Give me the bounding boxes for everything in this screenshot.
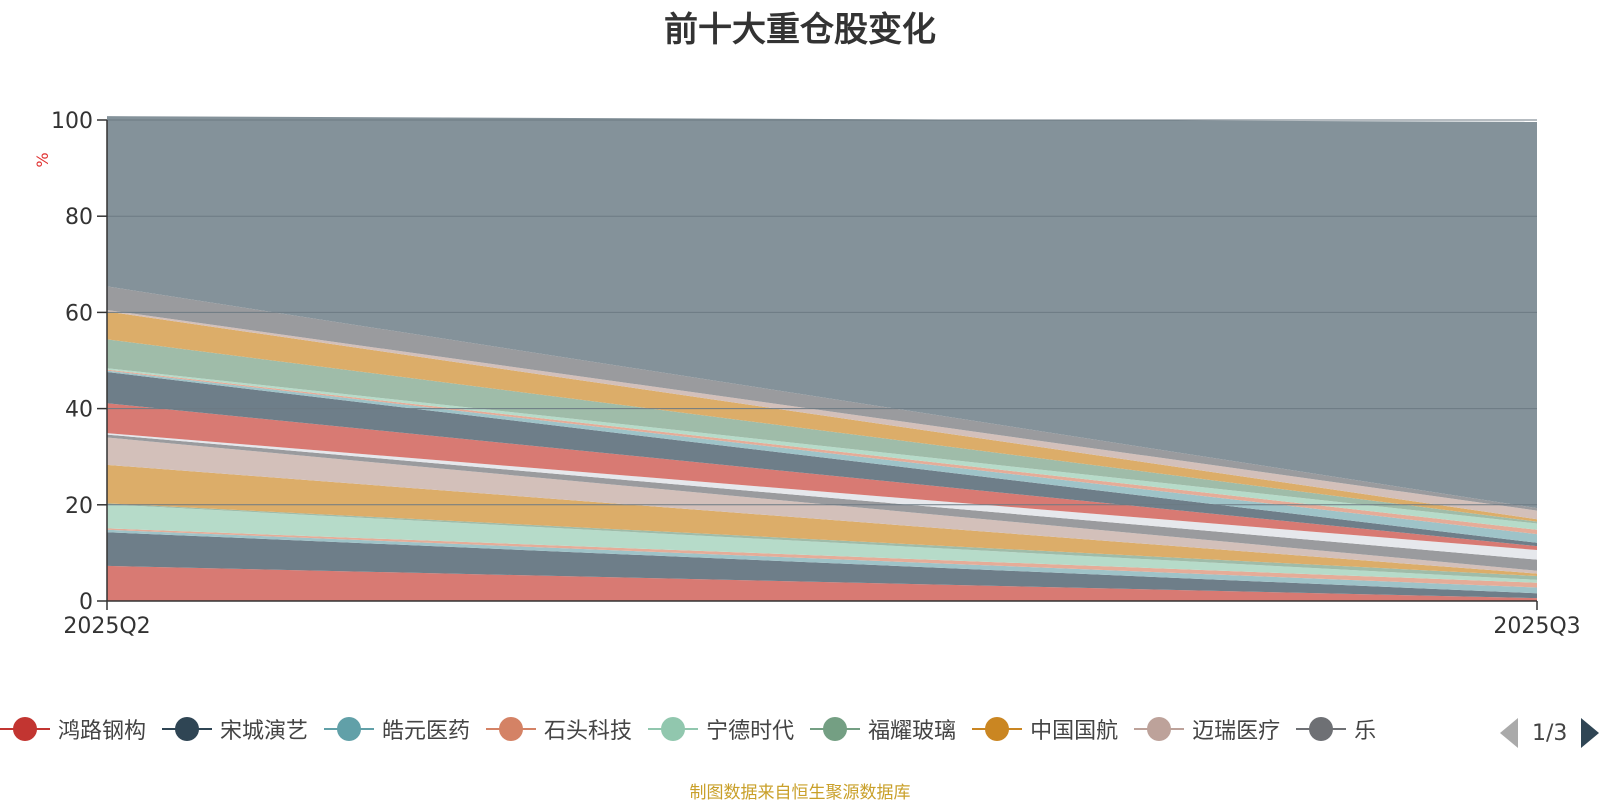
y-axis-unit-label: %: [33, 152, 52, 167]
area-series-2: [107, 532, 1537, 599]
legend-label: 宁德时代: [706, 719, 795, 744]
area-series-6: [107, 503, 1537, 580]
legend-item[interactable]: 迈瑞医疗: [1134, 712, 1280, 746]
area-series-17: [107, 311, 1537, 522]
area-series-1: [107, 565, 1537, 601]
area-series-7: [107, 464, 1537, 576]
legend: 鸿路钢构 宋城演艺 皓元医药 石头科技 宁德时代 福耀玻璃 中国国航 迈瑞医疗 乐: [0, 712, 1480, 746]
legend-label: 福耀玻璃: [868, 719, 957, 744]
legend-page-indicator: 1/3: [1532, 720, 1568, 746]
source-note: 制图数据来自恒生聚源数据库: [689, 783, 911, 803]
area-series-4: [107, 528, 1537, 588]
area-series-8: [107, 437, 1537, 574]
y-axis-tick-label: 60: [65, 301, 93, 326]
area-series-9: [107, 434, 1537, 571]
legend-item[interactable]: 宁德时代: [648, 712, 794, 746]
legend-marker-icon: [324, 717, 375, 741]
next-page-icon[interactable]: [1581, 718, 1600, 748]
legend-label: 宋城演艺: [220, 719, 309, 744]
chart-title: 前十大重仓股变化: [664, 10, 936, 50]
legend-marker-icon: [0, 717, 50, 741]
legend-item[interactable]: 乐: [1296, 712, 1376, 746]
legend-marker-icon: [972, 717, 1023, 741]
area-chart: 0 20 40 60 80 100 2025Q2 2025Q3 %: [33, 109, 1581, 639]
legend-label: 中国国航: [1030, 719, 1119, 744]
x-axis-tick-label: 2025Q3: [1493, 614, 1580, 639]
legend-label: 鸿路钢构: [58, 719, 147, 744]
legend-item[interactable]: 中国国航: [972, 712, 1118, 746]
legend-marker-icon: [1134, 717, 1185, 741]
x-axis-tick-label: 2025Q2: [63, 614, 150, 639]
legend-item[interactable]: 宋城演艺: [162, 712, 308, 746]
area-series-11: [107, 403, 1537, 551]
area-series-13: [107, 370, 1537, 543]
y-axis-tick-label: 80: [65, 205, 93, 230]
y-axis-tick-label: 0: [79, 590, 93, 615]
legend-marker-icon: [1296, 717, 1347, 741]
legend-label: 迈瑞医疗: [1192, 719, 1281, 744]
area-series-19: [107, 286, 1537, 511]
area-series-18: [107, 309, 1537, 520]
y-axis-tick-label: 20: [65, 494, 93, 519]
area-series-10: [107, 433, 1537, 560]
area-series-3: [107, 529, 1537, 594]
legend-item[interactable]: 福耀玻璃: [810, 712, 956, 746]
area-series-5: [107, 504, 1537, 583]
legend-item[interactable]: 鸿路钢构: [0, 712, 146, 746]
area-series-16: [107, 339, 1537, 524]
legend-pager: 1/3: [1500, 716, 1600, 750]
legend-label: 石头科技: [544, 719, 633, 744]
legend-item[interactable]: 石头科技: [486, 712, 632, 746]
legend-item[interactable]: 皓元医药: [324, 712, 470, 746]
legend-marker-icon: [486, 717, 537, 741]
area-series-12: [107, 372, 1537, 547]
legend-marker-icon: [648, 717, 699, 741]
legend-label: 乐: [1354, 719, 1377, 744]
legend-marker-icon: [810, 717, 861, 741]
area-series-14: [107, 369, 1537, 535]
previous-page-icon[interactable]: [1500, 718, 1518, 748]
legend-label: 皓元医药: [382, 719, 471, 744]
y-axis-tick-label: 100: [51, 109, 93, 134]
y-axis-tick-label: 40: [65, 398, 93, 423]
legend-marker-icon: [162, 717, 213, 741]
